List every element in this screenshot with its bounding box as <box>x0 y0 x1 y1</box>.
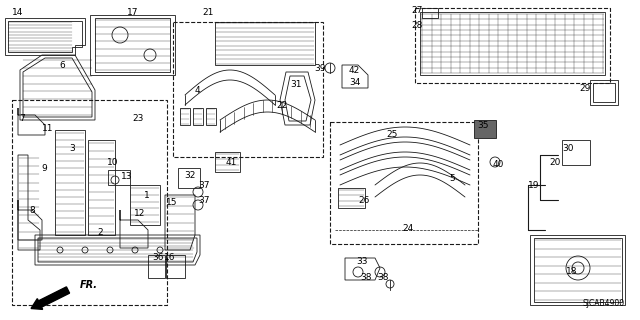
Text: 23: 23 <box>132 114 144 123</box>
Bar <box>12 100 167 305</box>
Text: 20: 20 <box>549 157 561 166</box>
Text: 9: 9 <box>41 164 47 172</box>
Text: FR.: FR. <box>80 280 98 290</box>
Text: 38: 38 <box>377 274 388 283</box>
Text: 10: 10 <box>108 157 119 166</box>
Text: 16: 16 <box>164 253 176 262</box>
Text: 12: 12 <box>134 209 146 218</box>
Text: 8: 8 <box>29 205 35 214</box>
Text: 17: 17 <box>127 7 139 17</box>
Text: 5: 5 <box>449 173 455 182</box>
Text: 25: 25 <box>387 130 397 139</box>
Text: 21: 21 <box>202 7 214 17</box>
Text: 35: 35 <box>477 121 489 130</box>
Text: 40: 40 <box>492 159 504 169</box>
Text: 38: 38 <box>360 274 372 283</box>
Text: 1: 1 <box>144 190 150 199</box>
Text: 30: 30 <box>563 143 573 153</box>
Text: 24: 24 <box>403 223 413 233</box>
Text: 36: 36 <box>152 253 164 262</box>
Text: 6: 6 <box>59 60 65 69</box>
Bar <box>173 22 323 157</box>
Text: 28: 28 <box>412 20 422 29</box>
Text: 22: 22 <box>276 100 287 109</box>
Bar <box>474 120 496 138</box>
Text: 29: 29 <box>579 84 591 92</box>
Text: 18: 18 <box>566 268 578 276</box>
Text: 15: 15 <box>166 197 178 206</box>
Text: 41: 41 <box>225 157 237 166</box>
Text: 13: 13 <box>121 172 132 180</box>
Text: 32: 32 <box>184 171 196 180</box>
Text: 37: 37 <box>198 180 210 189</box>
Text: 26: 26 <box>358 196 370 204</box>
FancyArrow shape <box>31 287 70 309</box>
Text: 31: 31 <box>291 79 301 89</box>
Text: 11: 11 <box>42 124 54 132</box>
Text: 27: 27 <box>412 5 422 14</box>
Text: 33: 33 <box>356 258 368 267</box>
Bar <box>330 122 478 244</box>
Text: 7: 7 <box>19 114 25 123</box>
Text: SJCAB4900: SJCAB4900 <box>583 299 625 308</box>
Text: 2: 2 <box>97 228 103 236</box>
Text: 34: 34 <box>349 77 361 86</box>
Text: 42: 42 <box>348 66 360 75</box>
Bar <box>415 8 610 83</box>
Text: 39: 39 <box>314 63 326 73</box>
Text: 19: 19 <box>528 180 540 189</box>
Text: 37: 37 <box>198 196 210 204</box>
Text: 4: 4 <box>194 85 200 94</box>
Text: 3: 3 <box>69 143 75 153</box>
Text: 14: 14 <box>12 7 24 17</box>
